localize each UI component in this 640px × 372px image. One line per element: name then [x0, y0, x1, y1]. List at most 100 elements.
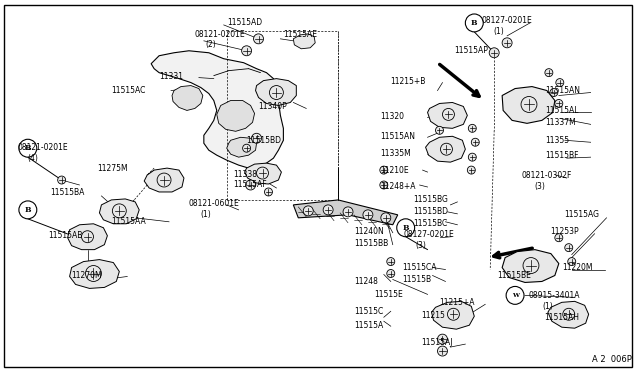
Text: 11340P: 11340P — [259, 102, 287, 111]
Circle shape — [397, 219, 415, 237]
Circle shape — [381, 213, 391, 223]
Circle shape — [253, 34, 264, 44]
Circle shape — [550, 89, 558, 96]
Text: 11515AE: 11515AE — [284, 31, 317, 39]
Circle shape — [442, 109, 454, 121]
Polygon shape — [244, 163, 282, 184]
Circle shape — [506, 286, 524, 304]
Polygon shape — [70, 260, 119, 288]
Text: 11515AA: 11515AA — [111, 217, 146, 226]
Circle shape — [81, 231, 93, 243]
Text: 11515AP: 11515AP — [454, 46, 488, 55]
Text: 11515AC: 11515AC — [111, 86, 146, 95]
Text: 11215: 11215 — [422, 311, 445, 320]
Circle shape — [269, 86, 284, 99]
Circle shape — [343, 207, 353, 217]
Text: (3): (3) — [415, 241, 426, 250]
Polygon shape — [428, 102, 467, 128]
Polygon shape — [255, 78, 296, 105]
Circle shape — [257, 167, 268, 179]
Text: 08127-0201E: 08127-0201E — [481, 16, 532, 25]
Circle shape — [467, 166, 476, 174]
Text: 08121-0201E: 08121-0201E — [18, 143, 68, 152]
Circle shape — [563, 308, 575, 320]
Circle shape — [521, 96, 537, 112]
Circle shape — [556, 78, 564, 87]
Circle shape — [465, 14, 483, 32]
Text: 11515AN: 11515AN — [545, 86, 580, 95]
Text: 11275M: 11275M — [97, 164, 128, 173]
Text: 11515CA: 11515CA — [402, 263, 436, 272]
Circle shape — [568, 257, 576, 266]
Circle shape — [252, 133, 262, 143]
Text: 11210E: 11210E — [380, 166, 408, 174]
Circle shape — [264, 188, 273, 196]
Circle shape — [468, 124, 476, 132]
Polygon shape — [68, 224, 108, 250]
Text: 11515AB: 11515AB — [48, 231, 82, 240]
Circle shape — [387, 270, 395, 278]
Text: 11515AG: 11515AG — [564, 210, 599, 219]
Circle shape — [243, 144, 251, 152]
Text: B: B — [24, 144, 31, 152]
Circle shape — [440, 143, 452, 155]
Polygon shape — [217, 100, 255, 131]
Polygon shape — [172, 86, 203, 110]
Polygon shape — [144, 168, 184, 192]
Text: 11320: 11320 — [380, 112, 404, 121]
Circle shape — [545, 69, 553, 77]
Text: 11215+B: 11215+B — [390, 77, 425, 86]
Text: 11248: 11248 — [354, 277, 378, 286]
Text: 11335M: 11335M — [380, 149, 411, 158]
Circle shape — [555, 234, 563, 242]
Circle shape — [471, 138, 479, 146]
Polygon shape — [151, 51, 284, 168]
Polygon shape — [227, 137, 257, 157]
Polygon shape — [431, 301, 474, 329]
Text: B: B — [24, 206, 31, 214]
Circle shape — [523, 257, 539, 273]
Text: 11515BC: 11515BC — [413, 219, 448, 228]
Text: (1): (1) — [201, 210, 212, 219]
Text: (3): (3) — [534, 182, 545, 190]
Text: 08915-3401A: 08915-3401A — [529, 291, 580, 300]
Circle shape — [58, 176, 66, 184]
Circle shape — [113, 204, 126, 218]
Circle shape — [19, 139, 36, 157]
Text: 11515AH: 11515AH — [544, 313, 579, 322]
Text: 11215+A: 11215+A — [440, 298, 475, 307]
Circle shape — [363, 210, 373, 220]
Text: 11515BB: 11515BB — [354, 239, 388, 248]
Circle shape — [387, 257, 395, 266]
Polygon shape — [99, 199, 140, 224]
Text: 08127-0201E: 08127-0201E — [404, 230, 454, 239]
Text: 11220M: 11220M — [562, 263, 592, 272]
Text: 11515AJ: 11515AJ — [422, 338, 453, 347]
Text: B: B — [471, 19, 477, 27]
Text: 11515C: 11515C — [354, 307, 383, 316]
Text: 11355: 11355 — [545, 136, 569, 145]
Circle shape — [242, 46, 252, 56]
Polygon shape — [548, 301, 589, 328]
Text: 11248+A: 11248+A — [380, 182, 415, 190]
Text: W: W — [511, 293, 518, 298]
Text: 08121-0601E: 08121-0601E — [189, 199, 239, 208]
Circle shape — [555, 99, 563, 108]
Text: 11515AN: 11515AN — [380, 132, 415, 141]
Circle shape — [19, 201, 36, 219]
Text: 11515BD: 11515BD — [413, 207, 449, 217]
Circle shape — [323, 205, 333, 215]
Text: 11270M: 11270M — [72, 271, 102, 280]
Polygon shape — [502, 87, 555, 124]
Text: 11331: 11331 — [159, 72, 183, 81]
Circle shape — [438, 334, 447, 344]
Circle shape — [380, 166, 388, 174]
Text: 08121-0201E: 08121-0201E — [195, 31, 246, 39]
Circle shape — [438, 346, 447, 356]
Text: 11515BG: 11515BG — [413, 195, 449, 205]
Text: 11253P: 11253P — [550, 227, 579, 236]
Text: 11240N: 11240N — [354, 227, 384, 236]
Text: 11515E: 11515E — [374, 290, 403, 299]
Text: 11515B: 11515B — [402, 275, 431, 284]
Circle shape — [380, 181, 388, 189]
